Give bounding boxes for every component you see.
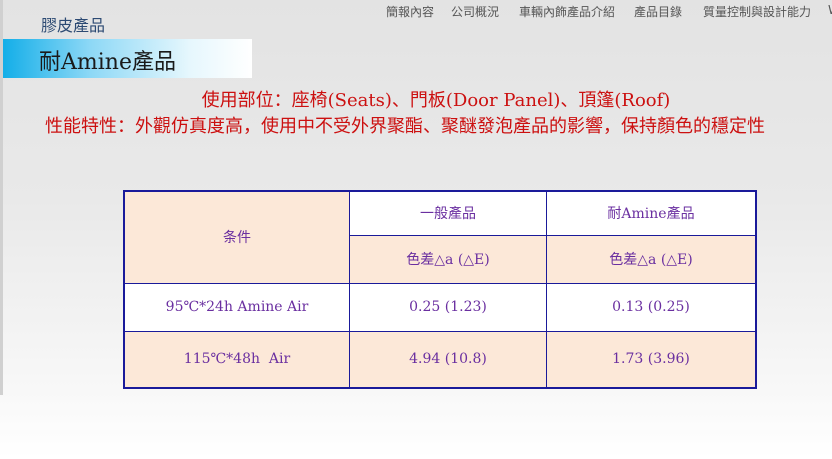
nav-item-company[interactable]: 公司概況 — [451, 5, 500, 19]
value-cell: 4.94 (10.8) — [349, 330, 547, 389]
condition-header: 条件 — [123, 190, 350, 284]
column-subheader: 色差△a (△E) — [349, 234, 547, 284]
condition-cell: 95℃*24h Amine Air — [123, 282, 350, 332]
column-subheader: 色差△a (△E) — [546, 234, 757, 284]
page-title: 耐Amine產品 — [39, 50, 176, 75]
feature-text: 性能特性：外觀仿真度高，使用中不受外界聚酯、聚醚發泡產品的影響，保持顏色的穩定性 — [45, 116, 765, 137]
category-title: 膠皮產品 — [41, 16, 106, 35]
value-cell: 0.13 (0.25) — [546, 282, 757, 332]
value-cell: 0.25 (1.23) — [349, 282, 547, 332]
condition-cell: 115℃*48h Air — [123, 330, 350, 389]
nav-item-more[interactable]: W — [828, 3, 832, 17]
column-header: 一般產品 — [349, 190, 547, 236]
column-header: 耐Amine產品 — [546, 190, 757, 236]
nav-item-presentation[interactable]: 簡報內容 — [386, 5, 435, 19]
table-row: 115℃*48h Air 4.94 (10.8) 1.73 (3.96) — [123, 330, 757, 389]
left-edge — [0, 0, 3, 395]
title-banner: 耐Amine產品 — [3, 39, 252, 78]
value-cell: 1.73 (3.96) — [546, 330, 757, 389]
comparison-table: 条件 一般產品 耐Amine產品 色差△a (△E) 色差△a (△E) 95℃… — [123, 190, 757, 389]
nav-item-interior-products[interactable]: 車輛內飾產品介紹 — [519, 5, 616, 19]
usage-text: 使用部位：座椅(Seats)、門板(Door Panel)、頂篷(Roof) — [201, 90, 671, 111]
nav-item-quality[interactable]: 質量控制與設計能力 — [703, 5, 812, 19]
nav-item-catalog[interactable]: 產品目錄 — [634, 5, 683, 19]
table-row: 95℃*24h Amine Air 0.25 (1.23) 0.13 (0.25… — [123, 282, 757, 332]
